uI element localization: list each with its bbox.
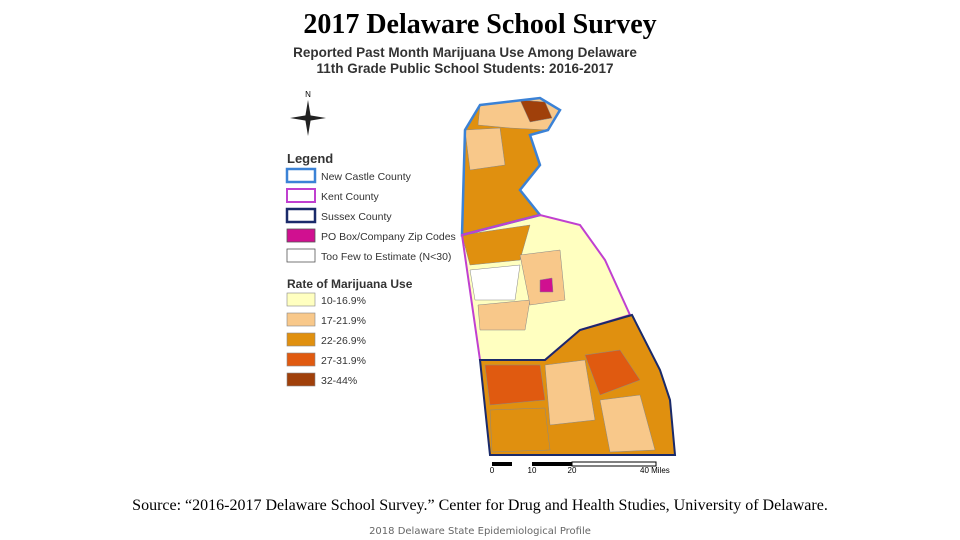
north-arrow: N — [290, 90, 326, 136]
rate-swatch — [286, 312, 316, 327]
scale-label: 20 — [568, 466, 577, 475]
rate-label: 32-44% — [321, 375, 357, 387]
legend-label: Sussex County — [321, 211, 392, 223]
rate-label: 17-21.9% — [321, 315, 366, 327]
rate-swatch — [286, 352, 316, 367]
scale-label: 40 Miles — [640, 466, 670, 475]
rate-swatch — [286, 332, 316, 347]
footer: 2018 Delaware State Epidemiological Prof… — [369, 526, 591, 537]
legend-swatch — [286, 248, 316, 263]
source: Source: “2016-2017 Delaware School Surve… — [132, 497, 828, 514]
rate-label: 22-26.9% — [321, 335, 366, 347]
rate-legend: 10-16.9% 17-21.9% 22-26.9% 27-31.9% 32-44% — [286, 292, 366, 387]
legend-label: Too Few to Estimate (N<30) — [321, 251, 451, 263]
legend-swatch — [285, 167, 317, 184]
legend-label: PO Box/Company Zip Codes — [321, 231, 456, 243]
rate-label: 10-16.9% — [321, 295, 366, 307]
rate-title: Rate of Marijuana Use — [287, 277, 413, 291]
legend-swatch — [285, 207, 317, 224]
scale-bar: 0 10 20 40 Miles — [490, 461, 670, 475]
delaware-map — [460, 96, 677, 456]
map-title: 11th Grade Public School Students: 2016-… — [316, 61, 613, 76]
map-title: Reported Past Month Marijuana Use Among … — [293, 45, 637, 60]
slide-title: 2017 Delaware School Survey — [303, 9, 656, 40]
legend-swatch — [286, 188, 316, 203]
scale-label: 10 — [528, 466, 537, 475]
legend-label: New Castle County — [321, 171, 412, 183]
rate-label: 27-31.9% — [321, 355, 366, 367]
legend-swatch — [286, 228, 316, 243]
legend-label: Kent County — [321, 191, 380, 203]
north-label: N — [305, 90, 311, 99]
legend: New Castle County Kent County Sussex Count… — [285, 167, 456, 263]
rate-swatch — [286, 292, 316, 307]
rate-swatch — [286, 372, 316, 387]
scale-label: 0 — [490, 466, 495, 475]
legend-title: Legend — [287, 151, 333, 166]
